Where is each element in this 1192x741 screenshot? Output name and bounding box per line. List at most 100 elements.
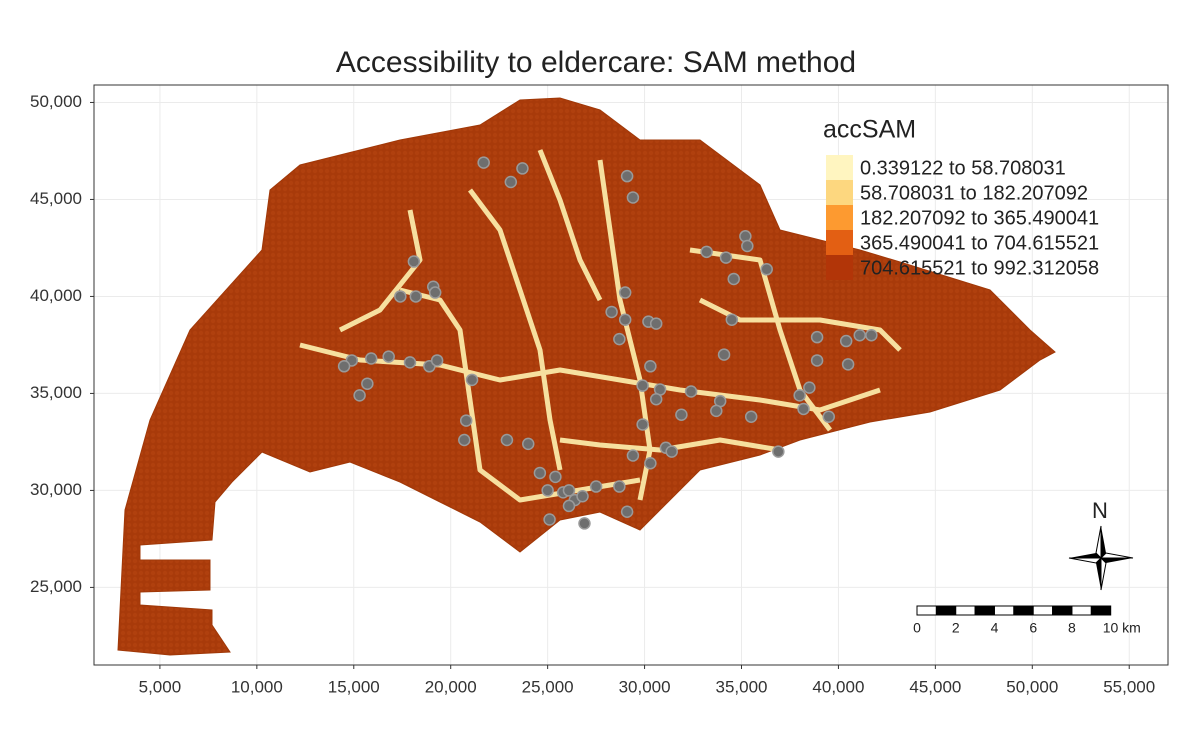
- x-tick-label: 35,000: [716, 677, 768, 696]
- eldercare-point: [636, 418, 649, 431]
- eldercare-point: [504, 175, 518, 189]
- x-tick-label: 20,000: [425, 677, 477, 696]
- x-tick-label: 15,000: [328, 677, 380, 696]
- x-tick-label: 40,000: [812, 677, 864, 696]
- scale-segment: [1090, 605, 1112, 616]
- eldercare-point: [353, 389, 366, 402]
- eldercare-point: [541, 484, 554, 497]
- eldercare-point: [465, 373, 479, 387]
- scale-segment: [1032, 605, 1054, 616]
- legend-swatch: [826, 255, 853, 280]
- eldercare-point: [744, 410, 758, 423]
- scale-segment: [916, 605, 937, 616]
- map-title: Accessibility to eldercare: SAM method: [336, 46, 856, 79]
- y-tick-label: 45,000: [30, 189, 82, 208]
- legend-label: 365.490041 to 704.615521: [860, 232, 1099, 254]
- legend-label: 0.339122 to 58.708031: [860, 157, 1066, 179]
- x-tick-label: 30,000: [619, 677, 671, 696]
- eldercare-point: [727, 272, 740, 286]
- eldercare-point: [719, 251, 733, 264]
- x-tick-label: 10,000: [231, 677, 283, 696]
- eldercare-point: [403, 356, 417, 369]
- eldercare-point: [684, 385, 698, 398]
- legend-label: 182.207092 to 365.490041: [860, 207, 1099, 229]
- eldercare-point: [793, 389, 806, 402]
- eldercare-point: [620, 505, 634, 519]
- eldercare-point: [839, 334, 853, 348]
- eldercare-point: [589, 480, 603, 493]
- eldercare-point: [549, 470, 562, 484]
- scale-segment: [1052, 605, 1073, 616]
- eldercare-point: [409, 290, 423, 303]
- legend-swatch: [826, 230, 853, 255]
- scale-label: 6: [1029, 620, 1037, 636]
- x-tick-label: 55,000: [1103, 677, 1155, 696]
- eldercare-point: [618, 286, 632, 299]
- y-tick-label: 50,000: [30, 92, 82, 111]
- scale-segment: [1013, 605, 1034, 616]
- eldercare-point: [675, 408, 688, 422]
- eldercare-point: [636, 379, 649, 392]
- scale-segment: [1071, 605, 1092, 616]
- eldercare-point: [394, 290, 407, 303]
- y-tick-label: 25,000: [30, 577, 82, 596]
- x-tick-label: 25,000: [522, 677, 574, 696]
- eldercare-point: [665, 445, 678, 458]
- eldercare-point: [430, 354, 444, 367]
- eldercare-point: [459, 414, 473, 427]
- eldercare-point: [822, 410, 835, 423]
- eldercare-point: [382, 350, 395, 363]
- legend-label: 704.615521 to 992.312058: [860, 257, 1099, 279]
- y-tick-label: 35,000: [30, 383, 82, 402]
- eldercare-point: [562, 499, 576, 513]
- eldercare-point: [644, 457, 657, 470]
- eldercare-point: [477, 156, 490, 169]
- eldercare-point: [772, 445, 785, 458]
- eldercare-point: [710, 404, 723, 418]
- scale-label: 4: [991, 620, 999, 636]
- eldercare-point: [337, 360, 351, 373]
- eldercare-point: [613, 332, 626, 346]
- eldercare-point: [626, 191, 640, 204]
- eldercare-point: [700, 245, 713, 259]
- eldercare-point: [428, 286, 442, 299]
- eldercare-point: [500, 433, 514, 447]
- eldercare-point: [620, 169, 634, 183]
- scale-label: 2: [952, 620, 960, 636]
- eldercare-point: [407, 255, 421, 268]
- eldercare-point: [760, 263, 773, 276]
- eldercare-point: [543, 513, 556, 526]
- y-tick-label: 30,000: [30, 480, 82, 499]
- north-arrow: [1068, 525, 1134, 591]
- eldercare-point: [810, 330, 824, 344]
- eldercare-point: [533, 466, 547, 480]
- scale-segment: [974, 605, 995, 616]
- eldercare-point: [361, 377, 374, 390]
- eldercare-point: [841, 358, 855, 371]
- legend-swatch: [826, 155, 853, 180]
- eldercare-point: [717, 348, 731, 361]
- eldercare-point: [644, 360, 657, 373]
- north-label: N: [1092, 498, 1108, 523]
- eldercare-point: [853, 328, 867, 342]
- eldercare-point: [516, 162, 529, 175]
- x-tick-label: 50,000: [1006, 677, 1058, 696]
- eldercare-point: [725, 313, 739, 326]
- eldercare-point: [626, 449, 640, 462]
- eldercare-point: [458, 433, 471, 447]
- eldercare-point: [576, 489, 589, 503]
- legend-swatch: [826, 180, 853, 205]
- eldercare-point: [364, 352, 378, 365]
- scale-label: 8: [1068, 620, 1076, 636]
- x-tick-label: 5,000: [139, 677, 182, 696]
- eldercare-point: [605, 305, 618, 319]
- scale-segment: [935, 605, 957, 616]
- eldercare-point: [562, 484, 576, 497]
- eldercare-point: [810, 354, 824, 367]
- eldercare-point: [803, 381, 816, 394]
- x-tick-label: 45,000: [909, 677, 961, 696]
- scale-label: 10 km: [1103, 620, 1141, 636]
- eldercare-point: [578, 517, 591, 530]
- scale-segment: [993, 605, 1015, 616]
